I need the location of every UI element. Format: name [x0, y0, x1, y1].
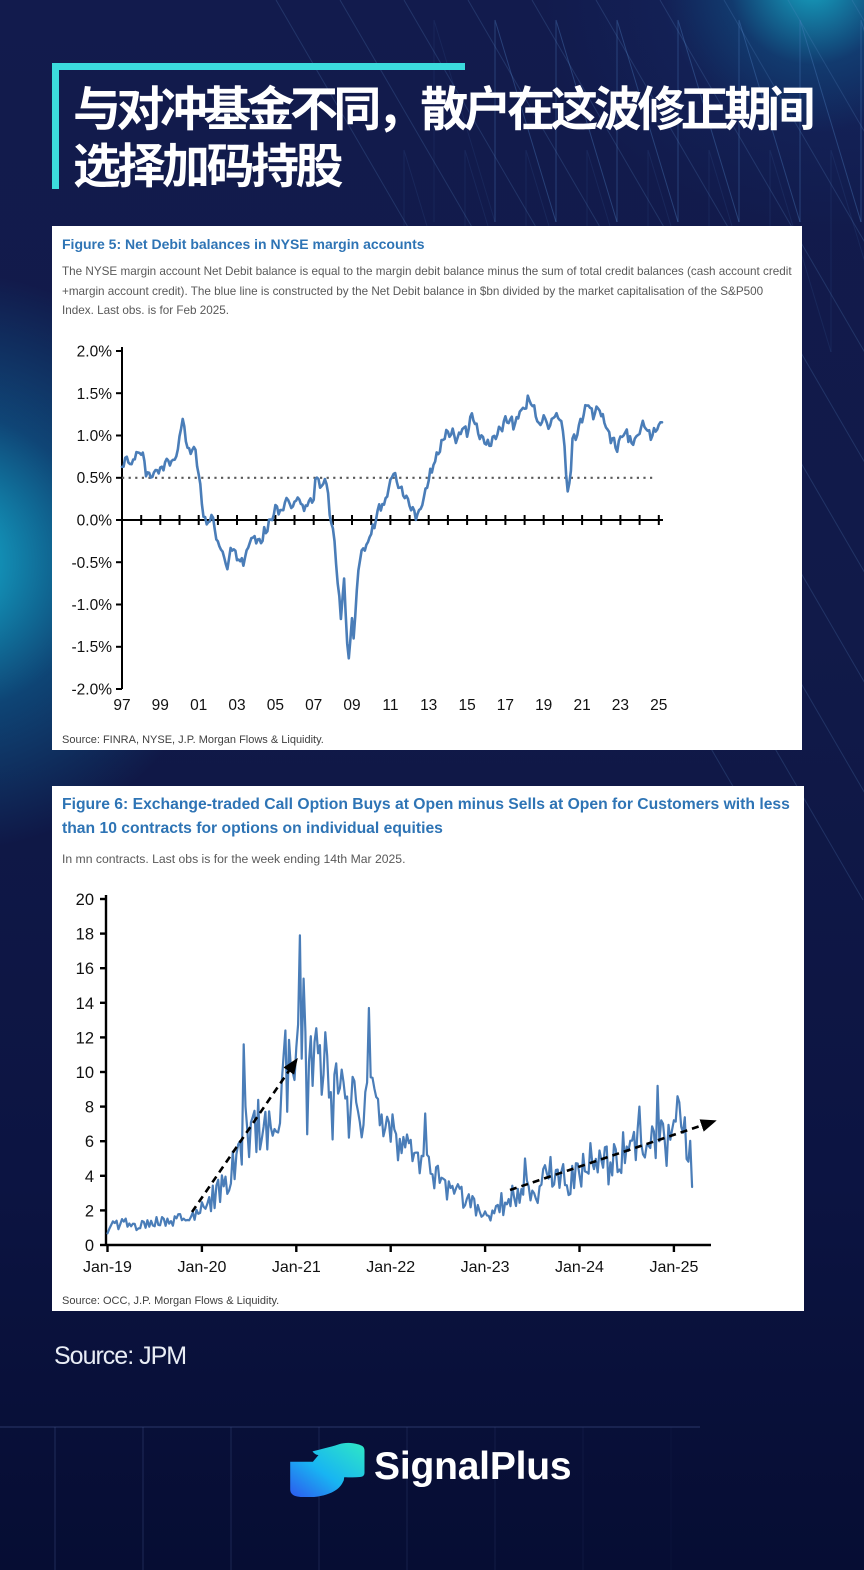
svg-text:Jan-19: Jan-19: [83, 1259, 132, 1276]
svg-text:18: 18: [76, 926, 94, 944]
svg-text:10: 10: [76, 1064, 94, 1082]
svg-text:-1.0%: -1.0%: [72, 597, 113, 614]
svg-text:20: 20: [76, 891, 94, 909]
svg-text:15: 15: [458, 697, 475, 714]
svg-text:6: 6: [85, 1133, 94, 1151]
svg-text:2.0%: 2.0%: [77, 344, 113, 361]
svg-text:Jan-25: Jan-25: [649, 1259, 698, 1276]
svg-text:12: 12: [76, 1029, 94, 1047]
svg-text:0: 0: [85, 1237, 94, 1255]
svg-text:03: 03: [228, 697, 245, 714]
svg-text:21: 21: [573, 697, 590, 714]
svg-text:2: 2: [85, 1202, 94, 1220]
svg-text:0.0%: 0.0%: [77, 513, 113, 530]
svg-text:01: 01: [190, 697, 207, 714]
svg-text:05: 05: [267, 697, 284, 714]
svg-text:19: 19: [535, 697, 552, 714]
svg-text:99: 99: [152, 697, 169, 714]
svg-text:0.5%: 0.5%: [77, 470, 113, 487]
svg-text:14: 14: [76, 995, 94, 1013]
svg-text:23: 23: [612, 697, 629, 714]
svg-text:97: 97: [113, 697, 130, 714]
svg-text:-2.0%: -2.0%: [72, 682, 113, 699]
svg-text:4: 4: [85, 1168, 94, 1186]
svg-text:8: 8: [85, 1099, 94, 1117]
svg-text:Jan-21: Jan-21: [272, 1259, 321, 1276]
svg-text:16: 16: [76, 960, 94, 978]
svg-text:-1.5%: -1.5%: [72, 639, 113, 656]
svg-text:25: 25: [650, 697, 667, 714]
svg-text:1.5%: 1.5%: [77, 386, 113, 403]
svg-text:17: 17: [497, 697, 514, 714]
svg-text:09: 09: [343, 697, 360, 714]
svg-text:07: 07: [305, 697, 322, 714]
svg-text:11: 11: [382, 697, 398, 714]
svg-text:1.0%: 1.0%: [77, 428, 113, 445]
svg-text:Jan-22: Jan-22: [366, 1259, 415, 1276]
svg-text:Jan-24: Jan-24: [555, 1259, 604, 1276]
svg-text:Jan-23: Jan-23: [461, 1259, 510, 1276]
svg-text:-0.5%: -0.5%: [72, 555, 113, 572]
svg-text:Jan-20: Jan-20: [177, 1259, 226, 1276]
svg-text:13: 13: [420, 697, 437, 714]
